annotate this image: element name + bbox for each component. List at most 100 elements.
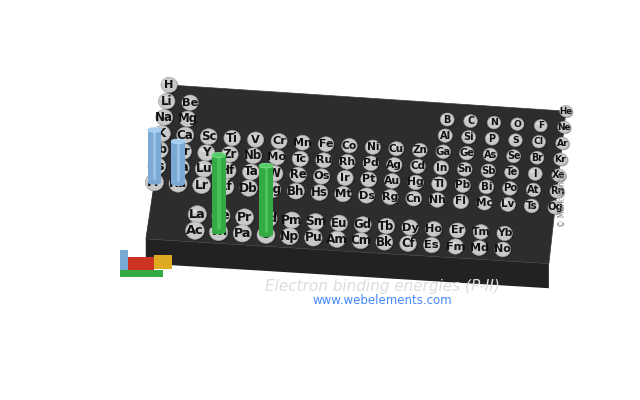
Text: Ne: Ne: [557, 123, 571, 132]
Text: Dy: Dy: [402, 222, 419, 232]
Ellipse shape: [184, 98, 191, 102]
Ellipse shape: [313, 188, 320, 192]
Ellipse shape: [386, 176, 393, 180]
Ellipse shape: [336, 188, 353, 203]
Ellipse shape: [384, 192, 391, 196]
Ellipse shape: [388, 160, 395, 164]
Ellipse shape: [267, 167, 284, 182]
Ellipse shape: [508, 151, 522, 164]
Ellipse shape: [293, 152, 310, 168]
Ellipse shape: [428, 224, 435, 228]
Ellipse shape: [451, 226, 458, 230]
Text: Pm: Pm: [281, 214, 303, 227]
Text: Fm: Fm: [446, 242, 465, 252]
Ellipse shape: [183, 96, 200, 111]
Polygon shape: [148, 130, 153, 182]
Ellipse shape: [435, 162, 450, 176]
Text: Ar: Ar: [557, 139, 568, 148]
Bar: [172, 141, 185, 184]
Ellipse shape: [529, 168, 543, 181]
Text: La: La: [189, 208, 205, 221]
Text: www.webelements.com: www.webelements.com: [312, 294, 452, 307]
Ellipse shape: [318, 137, 334, 152]
Ellipse shape: [171, 178, 179, 183]
Ellipse shape: [156, 109, 173, 125]
Ellipse shape: [240, 180, 257, 196]
Ellipse shape: [341, 157, 348, 161]
Text: Y: Y: [202, 146, 211, 159]
Ellipse shape: [154, 127, 172, 143]
Ellipse shape: [458, 162, 472, 176]
Text: Th: Th: [209, 226, 228, 238]
Text: Pr: Pr: [237, 211, 252, 224]
Ellipse shape: [512, 119, 525, 131]
Ellipse shape: [248, 133, 265, 148]
Ellipse shape: [555, 155, 561, 159]
Text: Po: Po: [503, 183, 517, 193]
Ellipse shape: [488, 118, 502, 130]
Ellipse shape: [282, 229, 300, 246]
Bar: [212, 155, 225, 232]
Ellipse shape: [486, 134, 493, 138]
Ellipse shape: [221, 146, 238, 162]
Ellipse shape: [449, 223, 465, 238]
Ellipse shape: [504, 184, 511, 188]
Ellipse shape: [524, 199, 539, 213]
Text: Yb: Yb: [497, 228, 513, 238]
Ellipse shape: [550, 185, 564, 198]
Bar: [153, 130, 157, 182]
Ellipse shape: [198, 145, 215, 161]
Ellipse shape: [287, 183, 304, 199]
Ellipse shape: [429, 193, 445, 207]
Ellipse shape: [557, 138, 570, 150]
Ellipse shape: [319, 138, 335, 152]
Ellipse shape: [186, 222, 204, 239]
Ellipse shape: [510, 136, 516, 140]
Ellipse shape: [480, 181, 495, 195]
Ellipse shape: [435, 163, 442, 167]
Ellipse shape: [410, 159, 426, 174]
Ellipse shape: [389, 142, 404, 156]
Ellipse shape: [471, 240, 487, 256]
Ellipse shape: [189, 207, 208, 224]
Ellipse shape: [335, 186, 351, 202]
Ellipse shape: [200, 129, 217, 144]
Ellipse shape: [531, 153, 545, 165]
Ellipse shape: [308, 216, 316, 221]
Ellipse shape: [387, 158, 402, 172]
Ellipse shape: [237, 210, 255, 227]
Ellipse shape: [265, 183, 282, 199]
Ellipse shape: [532, 154, 538, 157]
Text: Fl: Fl: [456, 196, 467, 206]
Ellipse shape: [479, 198, 485, 202]
Ellipse shape: [434, 161, 449, 175]
Ellipse shape: [401, 237, 418, 252]
Text: Pb: Pb: [455, 180, 470, 190]
Ellipse shape: [149, 159, 167, 175]
Ellipse shape: [482, 165, 497, 178]
Text: Hf: Hf: [220, 164, 235, 177]
Ellipse shape: [305, 230, 322, 246]
Text: Se: Se: [507, 151, 520, 161]
Text: Hs: Hs: [311, 186, 328, 199]
Ellipse shape: [496, 243, 512, 258]
Ellipse shape: [474, 226, 490, 240]
Text: Ce: Ce: [212, 209, 230, 222]
Ellipse shape: [196, 162, 214, 178]
Ellipse shape: [427, 223, 443, 238]
Text: Electron binding energies (P-II): Electron binding energies (P-II): [265, 279, 500, 294]
Ellipse shape: [188, 225, 196, 230]
Ellipse shape: [186, 223, 205, 240]
Ellipse shape: [148, 128, 161, 132]
Ellipse shape: [483, 166, 489, 170]
Text: In: In: [436, 163, 447, 173]
Ellipse shape: [246, 151, 254, 155]
Ellipse shape: [488, 118, 495, 122]
Ellipse shape: [195, 161, 212, 177]
Ellipse shape: [317, 156, 324, 160]
Ellipse shape: [197, 164, 205, 168]
Ellipse shape: [380, 221, 387, 225]
Text: Sn: Sn: [458, 164, 472, 174]
Text: Gd: Gd: [354, 218, 372, 231]
Text: W: W: [268, 167, 281, 180]
